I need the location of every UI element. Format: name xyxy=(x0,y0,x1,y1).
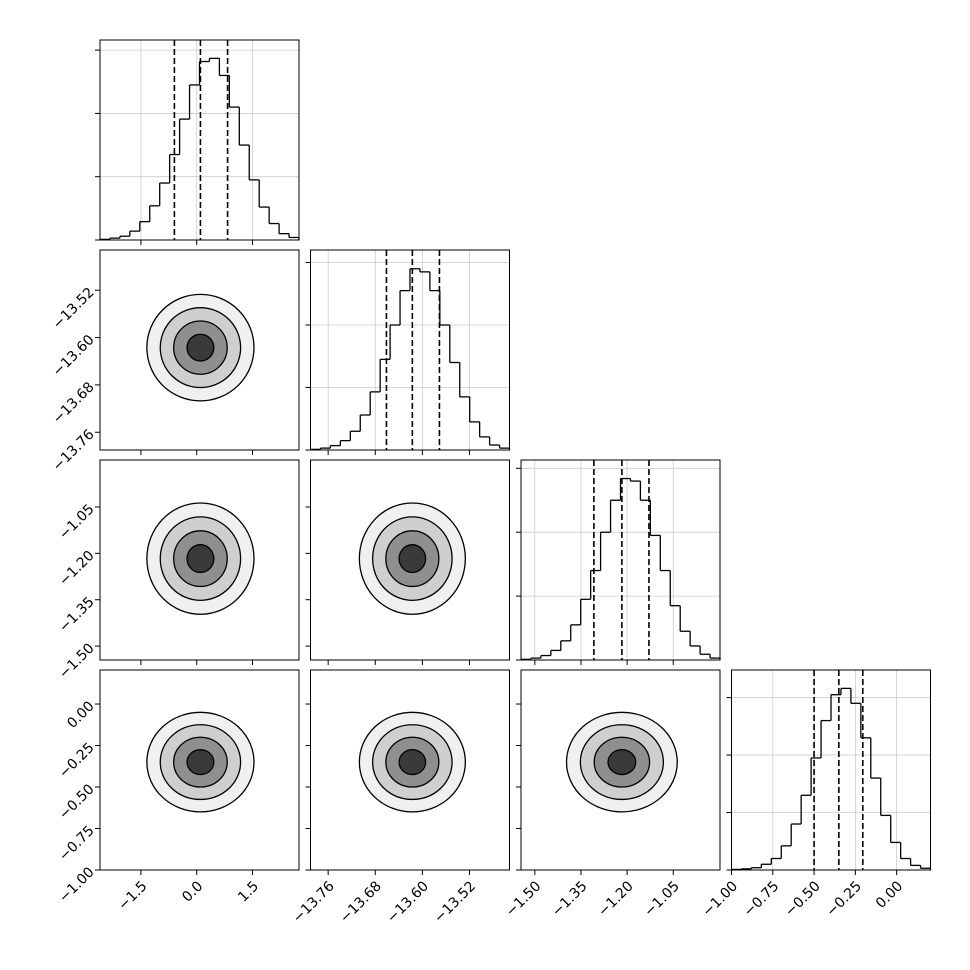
x-tick-label: 1.5 xyxy=(235,878,262,905)
x-tick-label: −1.20 xyxy=(595,878,637,920)
x-tick-label: −1.5 xyxy=(115,878,150,913)
y-tick-label: −1.20 xyxy=(56,548,98,590)
panel-frame xyxy=(99,459,300,661)
y-tick-label: −13.52 xyxy=(50,285,98,333)
panel-frame xyxy=(310,669,510,871)
x-tick-label: −13.76 xyxy=(290,878,338,926)
y-tick-label: −1.35 xyxy=(56,594,98,636)
contour xyxy=(607,749,637,776)
y-tick-label: 0.00 xyxy=(64,698,97,731)
x-tick-label: 0.00 xyxy=(873,878,906,911)
panel-frame xyxy=(99,249,300,451)
panel-frame xyxy=(310,249,510,451)
contour xyxy=(186,749,215,776)
x-tick-label: −1.00 xyxy=(700,878,742,920)
x-tick-label: −1.05 xyxy=(641,878,683,920)
x-tick-label: −1.35 xyxy=(549,878,591,920)
y-tick-label: −13.76 xyxy=(50,427,98,475)
panel-frame xyxy=(99,669,300,871)
panel-frame xyxy=(310,459,510,661)
y-tick-label: −1.00 xyxy=(56,864,98,906)
y-tick-label: −13.68 xyxy=(50,379,98,427)
panel-frame xyxy=(520,669,721,871)
y-tick-label: −0.25 xyxy=(56,740,98,782)
x-tick-label: −0.25 xyxy=(823,878,865,920)
x-tick-label: 0.0 xyxy=(179,878,206,905)
panel-frame xyxy=(99,39,300,241)
x-tick-label: −13.68 xyxy=(337,878,385,926)
contour xyxy=(186,544,215,574)
contour xyxy=(398,544,427,574)
x-tick-label: −13.52 xyxy=(431,878,479,926)
panel-frame xyxy=(520,459,721,661)
y-tick-label: −0.75 xyxy=(56,823,98,865)
contour xyxy=(186,333,215,362)
contour xyxy=(398,749,427,776)
x-tick-label: −13.60 xyxy=(384,878,432,926)
x-tick-label: −0.75 xyxy=(741,878,783,920)
x-tick-label: −0.50 xyxy=(782,878,824,920)
x-tick-label: −1.50 xyxy=(503,878,545,920)
y-tick-label: −13.60 xyxy=(50,332,98,380)
y-tick-label: −1.05 xyxy=(56,501,98,543)
panel-frame xyxy=(731,669,931,871)
y-tick-label: −1.50 xyxy=(56,640,98,682)
y-tick-label: −0.50 xyxy=(56,781,98,823)
